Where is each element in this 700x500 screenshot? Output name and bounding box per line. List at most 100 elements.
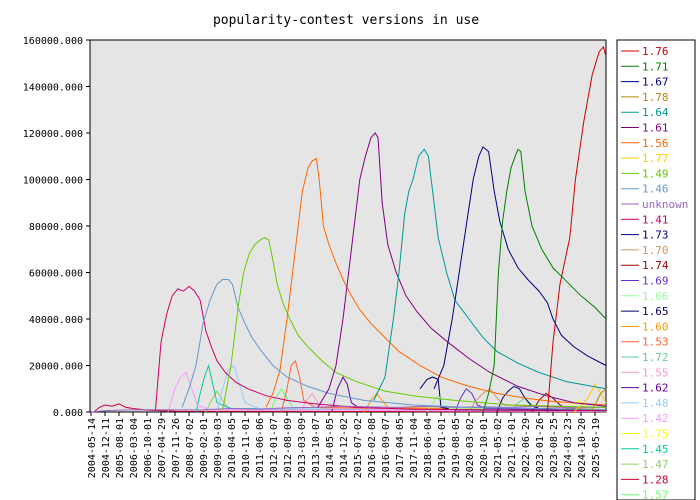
- x-tick-label: 2008-07-02: [185, 418, 196, 478]
- chart-title: popularity-contest versions in use: [213, 13, 479, 28]
- x-tick-label: 2023-08-25: [549, 418, 560, 478]
- x-tick-label: 2006-10-01: [143, 418, 154, 478]
- y-tick-label: 140000.000: [23, 83, 83, 94]
- x-tick-label: 2018-06-04: [423, 418, 434, 478]
- y-axis: 0.000 20000.000 40000.000 60000.000 80000.00…: [23, 36, 90, 419]
- x-axis: 2004-05-14 2004-12-11 2005-08-01 2006-03-04…: [87, 412, 602, 478]
- legend-label: 1.28: [642, 473, 669, 486]
- series-line-1-53: [280, 359, 607, 413]
- x-tick-label: 2021-05-02: [493, 418, 504, 478]
- series-line-1-49: [222, 237, 607, 410]
- legend-label: 1.56: [642, 137, 669, 150]
- x-tick-label: 2007-04-29: [157, 418, 168, 478]
- x-tick-label: 2004-05-14: [87, 418, 98, 478]
- legend-label: 1.48: [642, 397, 669, 410]
- x-tick-label: 2011-06-06: [255, 418, 266, 478]
- x-tick-label: 2012-01-07: [269, 418, 280, 478]
- x-tick-label: 2014-05-05: [325, 418, 336, 478]
- x-tick-label: 2013-03-09: [297, 418, 308, 478]
- x-tick-label: 2024-10-20: [577, 418, 588, 478]
- x-tick-label: 2016-09-07: [381, 418, 392, 478]
- legend: 1.76 1.71 1.67 1.78 1.64 1.61 1.56 1.77 1.49 1.46…: [621, 45, 688, 500]
- x-tick-label: 2023-01-26: [535, 418, 546, 478]
- x-tick-label: 2006-03-04: [129, 418, 140, 478]
- legend-label: 1.70: [642, 244, 669, 257]
- x-tick-label: 2012-08-09: [283, 418, 294, 478]
- legend-label: 1.57: [642, 489, 669, 500]
- legend-label: 1.67: [642, 76, 669, 89]
- series-line-1-74: [531, 392, 607, 413]
- legend-label: 1.74: [642, 259, 669, 272]
- x-tick-label: 2009-09-03: [213, 418, 224, 478]
- x-tick-label: 2009-02-01: [199, 418, 210, 478]
- legend-label: 1.64: [642, 106, 669, 119]
- series-line-1-78: [589, 388, 607, 413]
- y-tick-label: 120000.000: [23, 129, 83, 140]
- series-layer: [90, 45, 607, 413]
- x-tick-label: 2015-07-02: [353, 418, 364, 478]
- series-line-1-28: [93, 403, 607, 413]
- series-line-1-71: [482, 148, 607, 413]
- x-tick-label: 2010-11-01: [241, 418, 252, 478]
- series-line-1-45: [195, 363, 607, 413]
- legend-label: 1.73: [642, 229, 669, 242]
- legend-label: 1.62: [642, 382, 669, 395]
- legend-label: 1.45: [642, 443, 669, 456]
- x-tick-label: 2005-08-01: [115, 418, 126, 478]
- series-line-1-73: [496, 385, 607, 413]
- x-tick-label: 2024-03-23: [563, 418, 574, 478]
- legend-label: 1.61: [642, 122, 669, 135]
- x-tick-label: 2016-02-08: [367, 418, 378, 478]
- y-tick-label: 160000.000: [23, 36, 83, 47]
- series-line-1-48: [216, 364, 607, 413]
- series-line-1-76: [546, 45, 607, 413]
- x-tick-label: 2020-03-02: [465, 418, 476, 478]
- x-tick-label: 2013-10-07: [311, 418, 322, 478]
- y-tick-label: 20000.000: [29, 362, 83, 373]
- legend-label: 1.60: [642, 320, 669, 333]
- y-tick-label: 40000.000: [29, 315, 83, 326]
- series-line-1-67: [433, 146, 607, 389]
- plot-area: [89, 39, 607, 413]
- legend-label: 1.71: [642, 60, 669, 73]
- x-tick-label: 2014-12-02: [339, 418, 350, 478]
- x-tick-label: 2019-01-01: [437, 418, 448, 478]
- legend-label: 1.49: [642, 167, 669, 180]
- x-tick-label: 2020-10-01: [479, 418, 490, 478]
- legend-label: 1.46: [642, 183, 669, 196]
- legend-label: 1.53: [642, 336, 669, 349]
- x-tick-label: 2004-12-11: [101, 418, 112, 478]
- x-tick-label: 2007-11-26: [171, 418, 182, 478]
- legend-label: 1.77: [642, 152, 669, 165]
- x-tick-label: 2019-08-05: [451, 418, 462, 478]
- x-tick-label: 2021-12-01: [507, 418, 518, 478]
- series-line-1-46: [181, 279, 607, 411]
- series-line-1-69: [454, 388, 607, 413]
- x-tick-label: 2017-04-05: [395, 418, 406, 478]
- series-line-1-60: [363, 392, 607, 413]
- legend-label: 1.69: [642, 275, 669, 288]
- x-tick-label: 2017-11-04: [409, 418, 420, 478]
- legend-label: 1.47: [642, 458, 669, 471]
- series-line-unknown: [90, 405, 606, 413]
- series-line-1-77: [573, 383, 607, 413]
- y-tick-label: 100000.000: [23, 176, 83, 187]
- legend-label: unknown: [642, 198, 688, 211]
- legend-label: 1.78: [642, 91, 669, 104]
- legend-label: 1.65: [642, 305, 669, 318]
- series-line-1-56: [265, 157, 607, 408]
- series-line-1-61: [317, 132, 607, 408]
- legend-label: 1.55: [642, 366, 669, 379]
- x-tick-label: 2010-04-05: [227, 418, 238, 478]
- series-line-1-64: [373, 148, 607, 401]
- legend-label: 1.76: [642, 45, 669, 58]
- series-line-1-41: [154, 285, 607, 412]
- x-tick-label: 2025-05-19: [591, 418, 602, 478]
- legend-label: 1.75: [642, 428, 669, 441]
- y-tick-label: 80000.000: [29, 222, 83, 233]
- series-line-1-42: [167, 371, 607, 413]
- y-tick-label: 60000.000: [29, 269, 83, 280]
- y-tick-label: 0.000: [53, 408, 83, 419]
- legend-label: 1.41: [642, 213, 669, 226]
